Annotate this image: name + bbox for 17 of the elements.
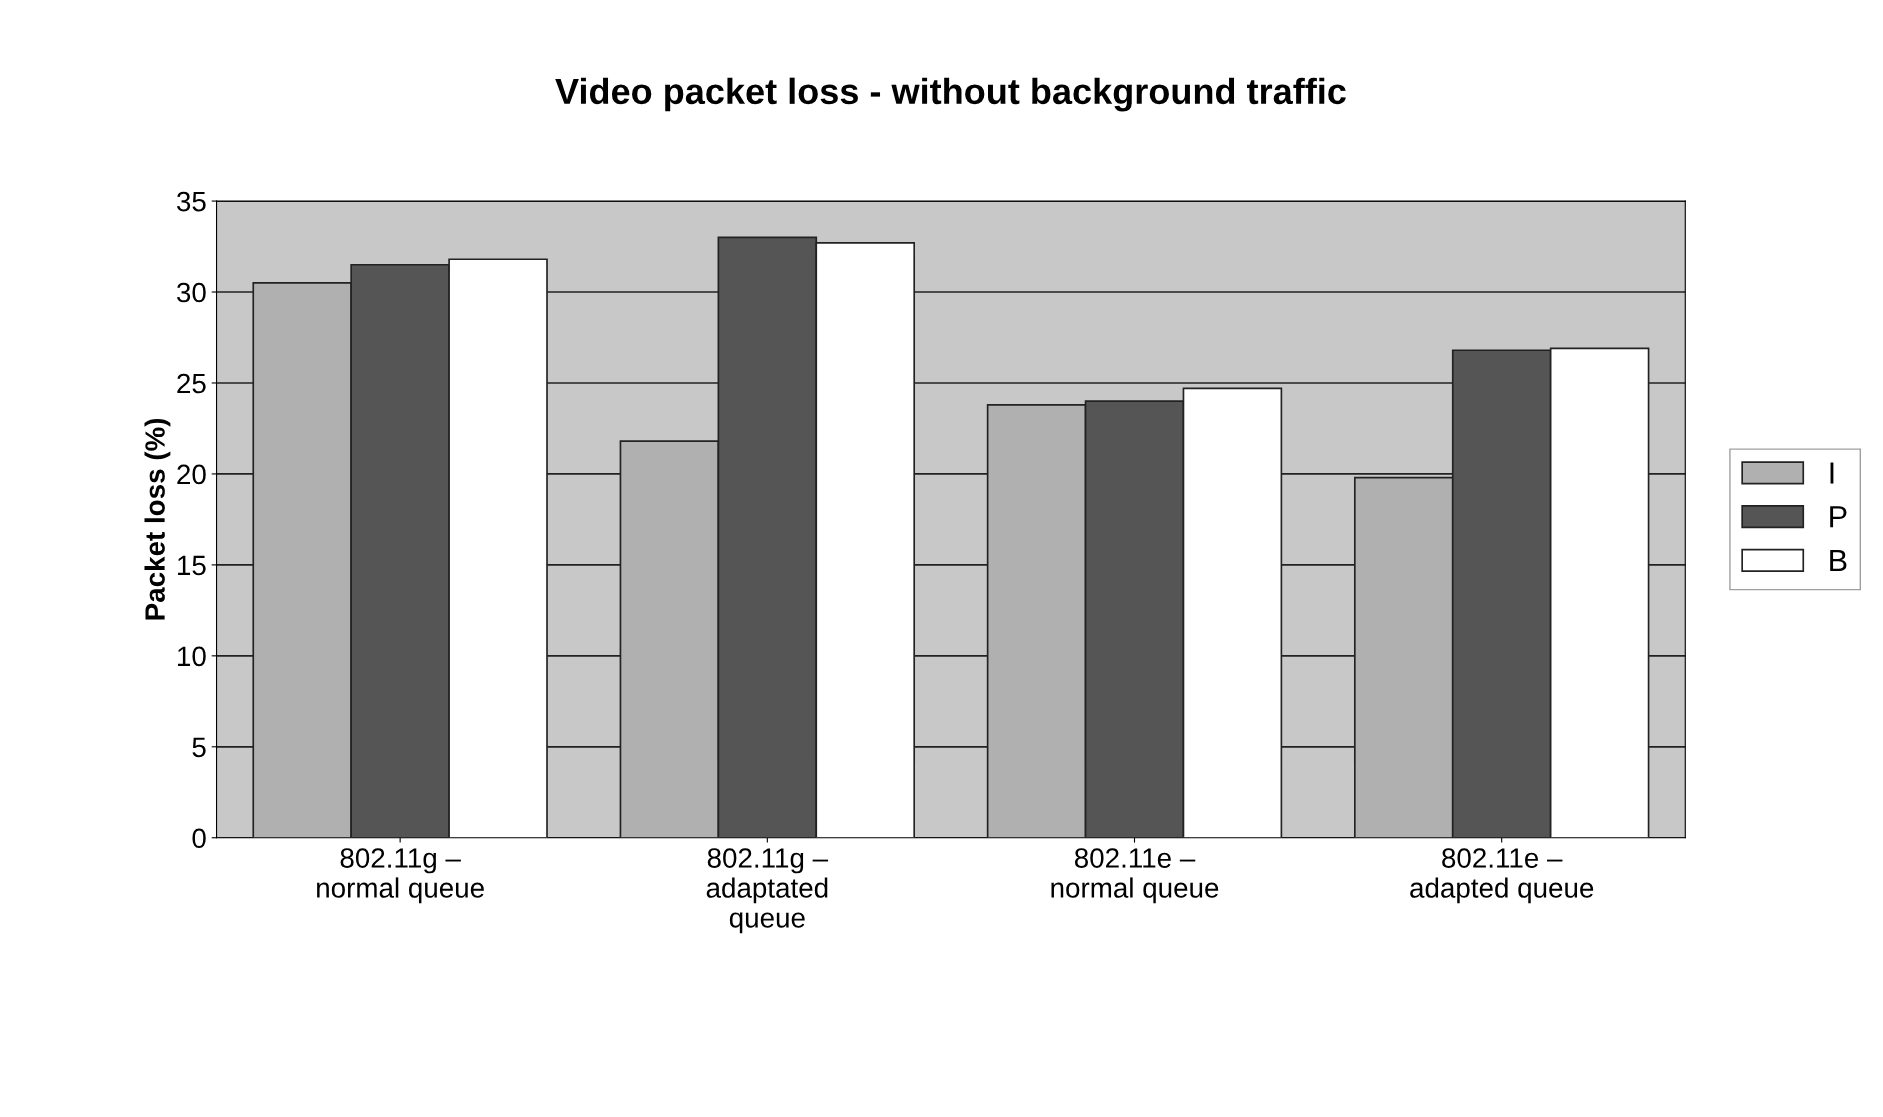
x-tick-label: 802.11g – adaptated queue [706,848,829,934]
x-tick-label: 802.11g – normal queue [317,848,484,904]
y-tick-label: 20 [177,464,206,485]
y-tick-label: 25 [177,373,206,394]
x-tick-label: 802.11e – adapted queue [1410,848,1594,904]
y-axis-title: Packet loss (%) [144,418,171,620]
y-tick-label: 15 [178,555,206,576]
y-tick-label: 10 [178,646,206,667]
y-tick-label: 30 [176,282,206,303]
x-tick-label: 802.11e – normal queue [1051,848,1219,904]
y-tick-label: 35 [176,191,206,212]
legend-label: I [1830,462,1834,484]
y-tick-label: 0 [192,828,206,849]
chart-title: Video packet loss - without background traffic [555,77,1346,112]
y-tick-label: 5 [192,737,206,758]
legend-label: P [1830,506,1847,528]
legend-label: B [1830,550,1847,572]
